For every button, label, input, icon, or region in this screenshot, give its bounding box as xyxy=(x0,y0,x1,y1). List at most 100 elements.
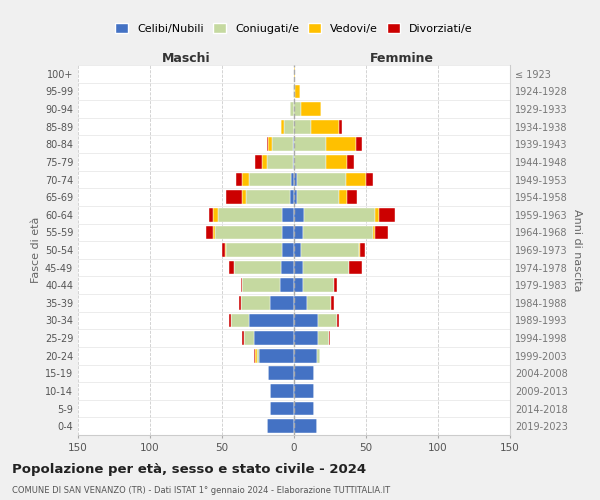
Bar xyxy=(302,260,349,274)
Bar xyxy=(347,155,355,169)
Bar xyxy=(294,243,301,257)
Bar xyxy=(281,120,284,134)
Bar xyxy=(319,314,337,328)
Bar xyxy=(294,331,319,345)
Bar xyxy=(301,102,322,116)
Bar xyxy=(239,296,241,310)
Bar xyxy=(297,172,346,186)
Bar xyxy=(206,226,214,239)
Bar xyxy=(242,172,250,186)
Text: Maschi: Maschi xyxy=(161,52,211,65)
Text: Popolazione per età, sesso e stato civile - 2024: Popolazione per età, sesso e stato civil… xyxy=(12,462,366,475)
Bar xyxy=(294,314,319,328)
Bar xyxy=(366,172,373,186)
Bar xyxy=(254,349,255,362)
Bar xyxy=(229,260,233,274)
Bar xyxy=(241,278,242,292)
Bar xyxy=(294,172,297,186)
Bar xyxy=(283,208,294,222)
Bar xyxy=(242,190,247,204)
Bar xyxy=(338,190,347,204)
Bar xyxy=(347,190,358,204)
Bar xyxy=(254,331,294,345)
Text: COMUNE DI SAN VENANZO (TR) - Dati ISTAT 1° gennaio 2024 - Elaborazione TUTTITALI: COMUNE DI SAN VENANZO (TR) - Dati ISTAT … xyxy=(12,486,390,495)
Bar xyxy=(294,120,311,134)
Bar xyxy=(374,208,379,222)
Bar xyxy=(317,349,320,362)
Bar xyxy=(329,331,330,345)
Bar xyxy=(266,138,268,151)
Y-axis label: Anni di nascita: Anni di nascita xyxy=(572,209,582,291)
Bar xyxy=(241,296,269,310)
Bar xyxy=(294,138,326,151)
Bar xyxy=(269,384,294,398)
Bar xyxy=(236,172,242,186)
Bar xyxy=(257,349,259,362)
Bar xyxy=(293,138,294,151)
Bar xyxy=(319,331,329,345)
Bar xyxy=(259,349,294,362)
Bar xyxy=(356,138,362,151)
Bar xyxy=(326,155,347,169)
Bar xyxy=(374,226,388,239)
Bar xyxy=(295,84,300,98)
Bar xyxy=(294,67,295,80)
Bar xyxy=(214,208,218,222)
Bar xyxy=(304,208,374,222)
Bar xyxy=(294,208,304,222)
Bar xyxy=(373,226,374,239)
Bar xyxy=(250,314,294,328)
Bar xyxy=(294,278,302,292)
Bar xyxy=(218,208,283,222)
Bar xyxy=(301,243,359,257)
Bar xyxy=(294,260,302,274)
Bar xyxy=(293,155,294,169)
Bar xyxy=(214,226,215,239)
Bar xyxy=(294,349,317,362)
Bar xyxy=(247,190,290,204)
Bar xyxy=(307,296,331,310)
Bar xyxy=(268,366,294,380)
Bar xyxy=(269,296,294,310)
Bar xyxy=(244,331,254,345)
Bar xyxy=(297,190,338,204)
Bar xyxy=(242,331,244,345)
Bar xyxy=(215,226,283,239)
Bar xyxy=(291,172,294,186)
Bar xyxy=(359,243,360,257)
Bar xyxy=(269,402,294,415)
Bar xyxy=(326,138,356,151)
Bar xyxy=(290,190,294,204)
Bar xyxy=(294,190,297,204)
Bar xyxy=(293,84,294,98)
Bar xyxy=(294,420,317,433)
Bar xyxy=(250,172,291,186)
Bar xyxy=(294,102,301,116)
Bar xyxy=(268,138,272,151)
Bar xyxy=(294,296,307,310)
Bar xyxy=(294,155,326,169)
Bar xyxy=(294,226,302,239)
Bar xyxy=(294,384,314,398)
Bar xyxy=(294,84,295,98)
Bar xyxy=(281,260,294,274)
Bar xyxy=(284,120,294,134)
Bar xyxy=(233,260,281,274)
Bar xyxy=(294,402,314,415)
Bar xyxy=(222,243,225,257)
Bar xyxy=(338,120,341,134)
Y-axis label: Fasce di età: Fasce di età xyxy=(31,217,41,283)
Bar xyxy=(266,155,293,169)
Bar xyxy=(349,260,362,274)
Bar xyxy=(230,314,250,328)
Bar xyxy=(283,226,294,239)
Bar xyxy=(331,296,334,310)
Bar xyxy=(346,172,366,186)
Bar xyxy=(226,243,283,257)
Bar xyxy=(209,208,214,222)
Bar xyxy=(225,243,226,257)
Bar xyxy=(229,314,230,328)
Bar xyxy=(360,243,365,257)
Bar xyxy=(262,155,266,169)
Bar xyxy=(283,243,294,257)
